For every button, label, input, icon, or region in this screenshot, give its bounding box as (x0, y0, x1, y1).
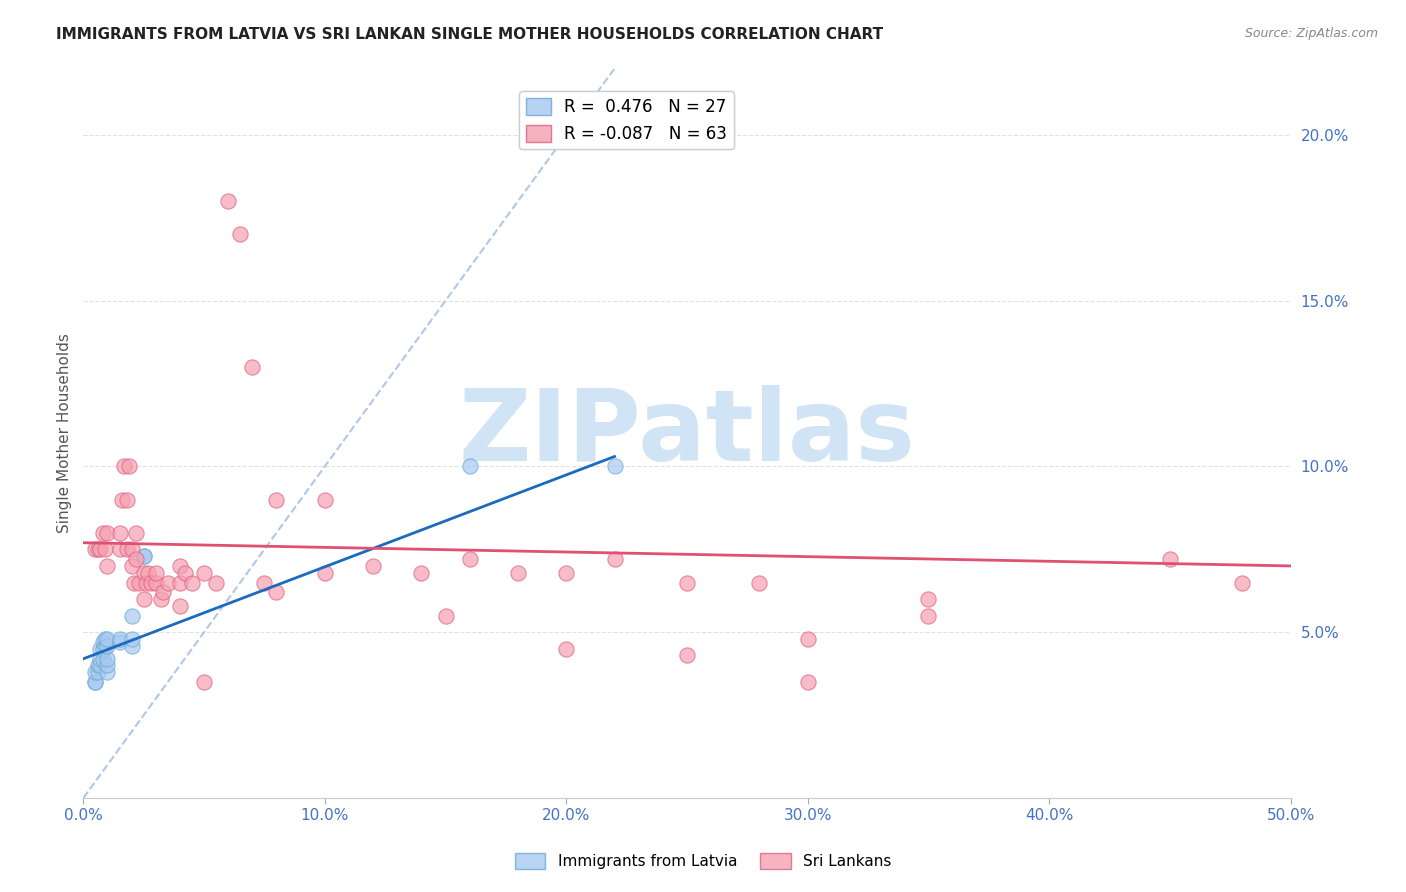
Point (205, 575, 228, 590)
Point (240, 359, 263, 374)
Point (181, 575, 204, 590)
Point (87, 542, 110, 557)
Point (96, 558, 118, 573)
Point (138, 566, 160, 580)
Point (149, 592, 172, 607)
Point (266, 585, 288, 599)
Point (112, 459, 135, 474)
Point (314, 566, 336, 580)
Point (139, 575, 162, 590)
Point (193, 566, 215, 580)
Point (94, 639, 117, 653)
Point (122, 575, 145, 590)
Point (84, 665, 107, 679)
Point (132, 566, 155, 580)
Point (434, 608, 457, 623)
Point (217, 194, 239, 209)
Point (506, 566, 529, 580)
Point (917, 608, 939, 623)
Point (361, 558, 384, 573)
Point (84, 675, 107, 690)
Point (108, 632, 131, 646)
Point (266, 492, 288, 507)
Point (94, 542, 117, 557)
Point (96, 652, 118, 666)
Point (89, 641, 111, 656)
Point (121, 639, 143, 653)
Point (121, 632, 143, 646)
Point (156, 575, 179, 590)
Point (89, 542, 111, 557)
Point (458, 552, 481, 566)
Point (91, 652, 114, 666)
Point (87, 658, 110, 673)
Text: IMMIGRANTS FROM LATVIA VS SRI LANKAN SINGLE MOTHER HOUSEHOLDS CORRELATION CHART: IMMIGRANTS FROM LATVIA VS SRI LANKAN SIN… (56, 27, 883, 42)
Point (84, 675, 107, 690)
Point (169, 558, 191, 573)
Point (555, 641, 578, 656)
Point (115, 542, 138, 557)
Text: ZIPatlas: ZIPatlas (458, 384, 915, 482)
Point (132, 549, 155, 563)
Point (193, 675, 215, 690)
Point (118, 459, 141, 474)
Point (458, 459, 481, 474)
Point (96, 632, 118, 646)
Point (797, 632, 820, 646)
Point (1232, 575, 1254, 590)
Point (96, 665, 118, 679)
Point (89, 658, 111, 673)
Point (145, 566, 167, 580)
Point (91, 635, 114, 649)
Point (132, 549, 155, 563)
Point (411, 566, 433, 580)
Point (229, 227, 252, 242)
Point (87, 665, 110, 679)
Point (1159, 552, 1181, 566)
Point (152, 585, 174, 599)
Point (108, 542, 131, 557)
Point (121, 558, 143, 573)
Point (128, 575, 150, 590)
Legend: Immigrants from Latvia, Sri Lankans: Immigrants from Latvia, Sri Lankans (509, 847, 897, 875)
Point (917, 592, 939, 607)
Point (125, 525, 148, 540)
Point (89, 652, 111, 666)
Point (132, 592, 155, 607)
Point (169, 599, 191, 613)
Point (91, 641, 114, 656)
Point (603, 459, 626, 474)
Point (676, 648, 699, 663)
Point (111, 492, 134, 507)
Point (108, 635, 131, 649)
Point (145, 575, 167, 590)
Point (115, 492, 138, 507)
Point (121, 608, 143, 623)
Point (121, 542, 143, 557)
Point (96, 658, 118, 673)
Point (96, 639, 118, 653)
Point (91, 525, 114, 540)
Y-axis label: Single Mother Households: Single Mother Households (58, 334, 72, 533)
Point (797, 675, 820, 690)
Text: Source: ZipAtlas.com: Source: ZipAtlas.com (1244, 27, 1378, 40)
Legend: R =  0.476   N = 27, R = -0.087   N = 63: R = 0.476 N = 27, R = -0.087 N = 63 (519, 92, 734, 150)
Point (173, 566, 195, 580)
Point (603, 552, 626, 566)
Point (169, 575, 191, 590)
Point (253, 575, 276, 590)
Point (94, 632, 117, 646)
Point (555, 566, 578, 580)
Point (748, 575, 770, 590)
Point (108, 525, 131, 540)
Point (125, 552, 148, 566)
Point (135, 575, 157, 590)
Point (314, 492, 336, 507)
Point (96, 525, 118, 540)
Point (84, 542, 107, 557)
Point (676, 575, 699, 590)
